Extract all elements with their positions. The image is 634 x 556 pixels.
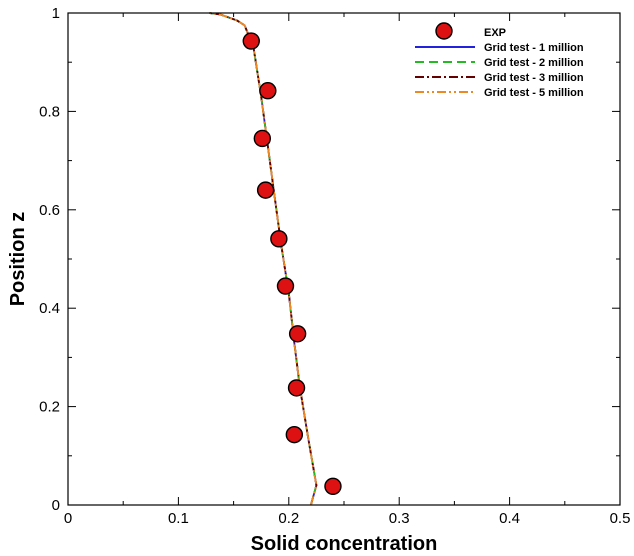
- x-tick-label: 0.1: [168, 510, 189, 527]
- y-axis-ticks: 0 0.2 0.4 0.6 0.8 1: [39, 5, 620, 514]
- y-tick-label: 0.4: [39, 300, 60, 317]
- exp-point: [259, 82, 277, 100]
- series-line-4: [209, 12, 318, 506]
- exp-point: [253, 129, 272, 148]
- y-axis-title: Position z: [7, 212, 29, 306]
- legend-label: EXP: [484, 27, 506, 39]
- series-layer: [209, 12, 318, 506]
- x-tick-label: 0.4: [499, 510, 520, 527]
- exp-point: [324, 477, 342, 496]
- x-tick-label: 0.3: [389, 510, 410, 527]
- exp-point: [276, 277, 295, 295]
- y-tick-label: 0.8: [39, 103, 60, 120]
- legend-label: Grid test - 5 million: [484, 87, 584, 99]
- y-tick-label: 0.6: [39, 202, 60, 219]
- x-tick-label: 0.5: [610, 510, 631, 527]
- legend-label: Grid test - 2 million: [484, 57, 584, 69]
- exp-point: [256, 181, 275, 199]
- x-axis-title: Solid concentration: [251, 533, 438, 555]
- legend-label: Grid test - 1 million: [484, 42, 584, 54]
- exp-point: [287, 379, 306, 397]
- marker-layer: [242, 32, 342, 496]
- x-tick-label: 0: [64, 510, 72, 527]
- legend-marker-exp: [435, 22, 453, 40]
- y-tick-label: 0: [52, 497, 60, 514]
- x-tick-label: 0.2: [278, 510, 299, 527]
- legend: EXP Grid test - 1 million Grid test - 2 mi…: [415, 22, 584, 99]
- exp-point: [270, 230, 288, 248]
- y-tick-label: 1: [52, 5, 60, 22]
- exp-point: [242, 32, 260, 50]
- exp-point: [288, 325, 307, 343]
- y-tick-label: 0.2: [39, 399, 60, 416]
- legend-label: Grid test - 3 million: [484, 72, 584, 84]
- exp-point: [285, 425, 304, 444]
- x-axis-ticks: 0 0.1 0.2 0.3 0.4 0.5: [64, 13, 631, 527]
